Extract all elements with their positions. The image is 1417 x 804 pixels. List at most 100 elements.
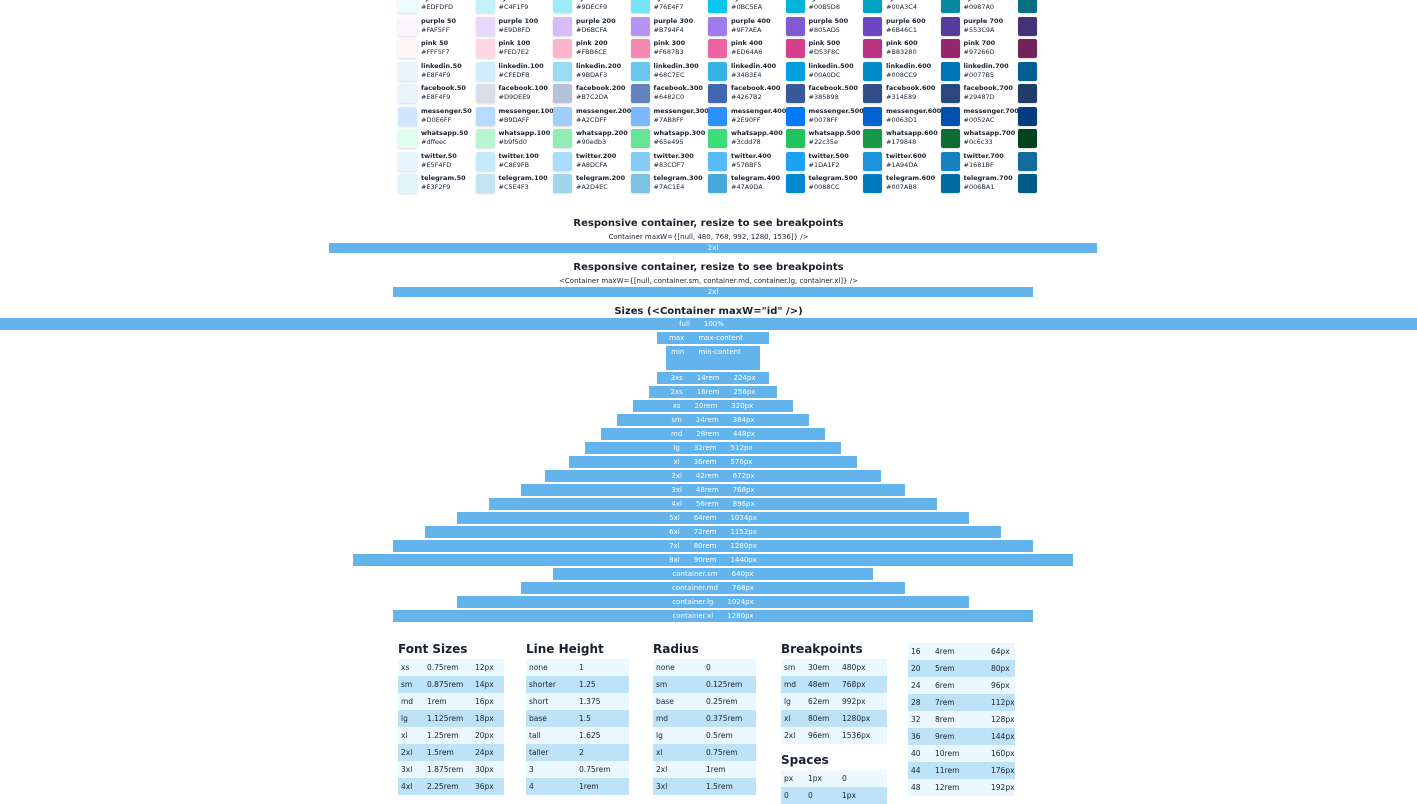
swatch-name: messenger.500 xyxy=(808,106,864,115)
color-swatch-item: whatsapp.200 #90edb3 xyxy=(553,129,631,152)
spaces-title: Spaces xyxy=(781,753,829,767)
swatch-name: purple 400 xyxy=(731,16,771,25)
swatch-name: linkedin.300 xyxy=(653,61,699,70)
color-swatch-item: pink 300 #F687B3 xyxy=(630,39,709,62)
swatch-hex: #007AB8 xyxy=(886,183,917,191)
swatch-hex: #E9D8FD xyxy=(498,25,531,34)
swatch-hex: #7AB8FF xyxy=(653,115,684,124)
table-cell: md xyxy=(653,710,703,727)
color-swatch-item xyxy=(1018,39,1038,62)
size-bar: 3xl 48rem 768px xyxy=(521,484,905,496)
swatch-label: pink 600 #B83280 xyxy=(886,39,918,62)
swatch-name: telegram.50 xyxy=(421,174,466,182)
color-swatch-item: purple 50 #FAF5FF xyxy=(398,16,476,40)
swatch-name: telegram.100 xyxy=(498,174,548,182)
swatch-label: twitter.700 #1681BF xyxy=(964,152,1004,175)
color-swatch-item: pink 400 #ED64A6 xyxy=(708,39,786,62)
size-px: 320px xyxy=(731,402,754,410)
table-row: 16 4rem 64px xyxy=(908,643,1015,660)
table-cell: 40 xyxy=(908,745,932,762)
color-swatch-item: facebook.500 #385898 xyxy=(785,84,864,107)
color-swatch xyxy=(630,106,650,126)
table-cell: xl xyxy=(781,710,805,727)
color-swatch xyxy=(1018,61,1037,81)
color-swatch xyxy=(1018,39,1037,58)
palette-row: whatsapp.50 #dffeec whatsapp.100 #b9f5d0 wha… xyxy=(398,129,1038,152)
color-swatch-item: twitter.600 #1A94DA xyxy=(863,151,941,175)
color-swatch xyxy=(630,0,650,13)
swatch-name: telegram.600 xyxy=(886,174,936,182)
table-cell: none xyxy=(526,659,576,676)
table-row: 44 11rem 176px xyxy=(908,762,1015,779)
table-cell: 480px xyxy=(839,659,887,676)
color-swatch xyxy=(708,174,727,193)
color-swatch-item xyxy=(1018,0,1038,17)
breakpoints-table: sm 30em 480px md 48em 768px lg 62em 992px xl 80em 1… xyxy=(781,659,887,744)
swatch-hex: #00A0DC xyxy=(808,70,841,79)
swatch-hex: #D53F8C xyxy=(808,48,840,56)
size-key: max xyxy=(669,334,685,342)
breakpoints-title: Breakpoints xyxy=(781,642,863,656)
swatch-name: cyan 200 xyxy=(576,0,609,3)
color-swatch xyxy=(553,129,572,148)
swatch-label: linkedin.300 #68C7EC xyxy=(654,62,699,85)
color-swatch-item: telegram.200 #A2D4EC xyxy=(553,174,631,197)
swatch-label: whatsapp.100 #b9f5d0 xyxy=(499,129,551,152)
swatch-hex: #2E90FF xyxy=(731,115,761,124)
color-swatch xyxy=(863,84,882,103)
swatch-hex: #0078FF xyxy=(808,115,838,124)
size-value: 24rem xyxy=(695,416,719,424)
color-swatch xyxy=(630,39,650,58)
color-swatch-item: telegram.100 #C5E4F3 xyxy=(475,174,554,197)
swatch-name: twitter.400 xyxy=(731,151,772,160)
size-bar: 4xl 56rem 896px xyxy=(489,498,937,510)
color-swatch-item: linkedin.50 #E8F4F9 xyxy=(398,61,476,85)
table-row: 40 10rem 160px xyxy=(908,745,1015,762)
swatch-hex: #B7C2DA xyxy=(576,93,609,101)
color-swatch xyxy=(553,174,572,193)
table-row: xl 0.75rem xyxy=(653,744,756,761)
color-swatch-item: whatsapp.600 #179848 xyxy=(863,129,941,152)
radius-table: none 0 sm 0.125rem base 0.25rem md 0.375rem lg 0.… xyxy=(653,659,756,795)
swatch-name: whatsapp.400 xyxy=(731,129,783,137)
table-cell: 32 xyxy=(908,711,932,728)
swatch-name: cyan 700 xyxy=(964,0,997,3)
size-bar: min min-content xyxy=(666,346,760,370)
swatch-label: linkedin.50 #E8F4F9 xyxy=(421,62,462,85)
table-row: 2xl 96em 1536px xyxy=(781,727,887,744)
color-swatch xyxy=(708,0,727,13)
swatch-hex: #B794F4 xyxy=(653,25,684,34)
swatch-name: purple 700 xyxy=(963,16,1004,25)
swatch-label: twitter.500 #1DA1F2 xyxy=(809,152,849,175)
table-cell: px xyxy=(781,770,805,787)
table-row: px 1px 0 xyxy=(781,770,887,787)
color-swatch-item: messenger.700 #0052AC xyxy=(940,106,1019,130)
size-px: 384px xyxy=(732,416,755,424)
table-cell: 1.5rem xyxy=(703,778,756,795)
swatch-hex: #805AD5 xyxy=(808,25,840,34)
color-swatch-item xyxy=(1018,129,1038,152)
color-swatch-item: facebook.600 #314E89 xyxy=(863,84,941,107)
responsive-title-2: Responsive container, resize to see brea… xyxy=(573,262,844,273)
table-row: sm 0.125rem xyxy=(653,676,756,693)
table-cell: 4 xyxy=(526,778,576,795)
color-swatch xyxy=(398,0,417,13)
color-swatch-item: twitter.100 #C8E9FB xyxy=(475,151,554,175)
table-cell: 128px xyxy=(988,711,1015,728)
color-swatch xyxy=(863,174,882,193)
swatch-hex: #F687B3 xyxy=(653,48,684,56)
swatch-hex: #008CC9 xyxy=(886,70,918,79)
swatch-label: whatsapp.300 #65e495 xyxy=(654,129,706,152)
color-swatch xyxy=(940,61,960,81)
table-cell: 1280px xyxy=(839,710,887,727)
table-row: xl 1.25rem 20px xyxy=(398,727,504,744)
swatch-name: facebook.500 xyxy=(808,84,858,92)
swatch-label: facebook.400 #4267B2 xyxy=(731,84,780,107)
swatch-label: purple 400 #9F7AEA xyxy=(731,17,771,40)
size-key: container.lg xyxy=(672,598,714,606)
swatch-label: pink 400 #ED64A6 xyxy=(731,39,763,62)
table-cell: xl xyxy=(398,727,424,744)
color-swatch xyxy=(630,16,650,36)
swatch-name: cyan 300 xyxy=(654,0,687,3)
color-swatch-item xyxy=(1018,16,1038,40)
